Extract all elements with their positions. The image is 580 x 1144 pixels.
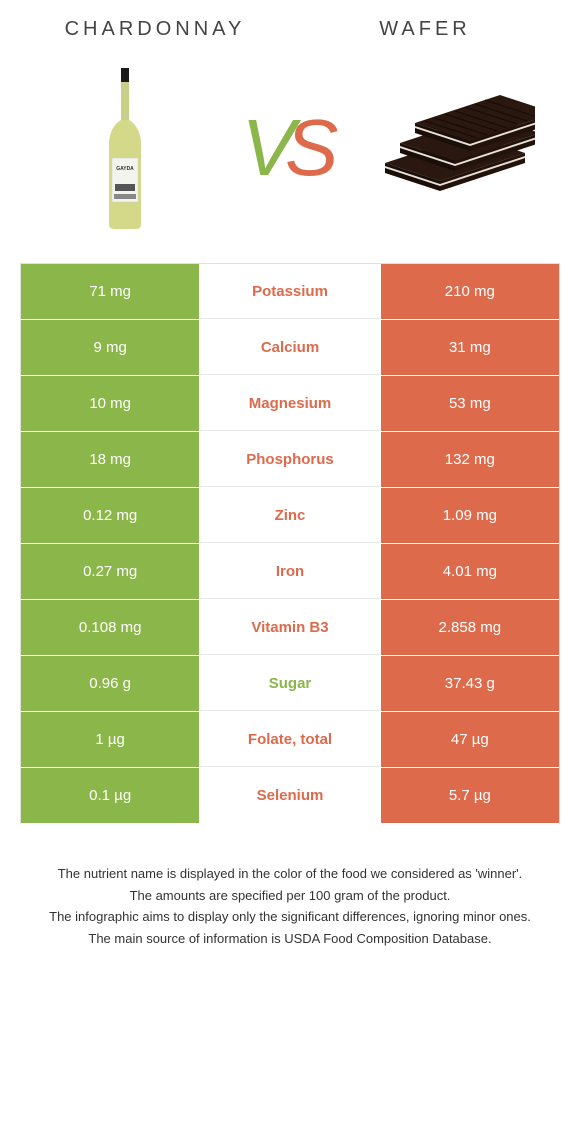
nutrient-label: Selenium [200,768,379,823]
value-right: 1.09 mg [380,488,559,543]
table-row: 10 mgMagnesium53 mg [21,376,559,432]
table-row: 0.96 gSugar37.43 g [21,656,559,712]
value-right: 210 mg [380,264,559,319]
value-left: 0.12 mg [21,488,200,543]
nutrient-label: Potassium [200,264,379,319]
value-right: 132 mg [380,432,559,487]
footer-line-3: The infographic aims to display only the… [40,907,540,927]
header-row: CHARDONNAY WAFER [0,0,580,53]
table-row: 1 µgFolate, total47 µg [21,712,559,768]
value-left: 71 mg [21,264,200,319]
vs-label: VS [230,102,350,194]
wine-bottle-icon: GAYDA [95,66,155,231]
table-row: 9 mgCalcium31 mg [21,320,559,376]
table-row: 0.1 µgSelenium5.7 µg [21,768,559,824]
nutrient-label: Zinc [200,488,379,543]
header-title-right: WAFER [290,10,560,53]
nutrient-label: Calcium [200,320,379,375]
wafer-icon [375,88,535,208]
value-left: 0.108 mg [21,600,200,655]
footer-line-2: The amounts are specified per 100 gram o… [40,886,540,906]
value-left: 1 µg [21,712,200,767]
value-left: 0.96 g [21,656,200,711]
value-right: 37.43 g [380,656,559,711]
value-left: 10 mg [21,376,200,431]
value-right: 47 µg [380,712,559,767]
footer-notes: The nutrient name is displayed in the co… [40,864,540,948]
value-left: 0.27 mg [21,544,200,599]
table-row: 0.27 mgIron4.01 mg [21,544,559,600]
value-left: 9 mg [21,320,200,375]
chardonnay-image: GAYDA [40,63,210,233]
value-right: 4.01 mg [380,544,559,599]
footer-line-4: The main source of information is USDA F… [40,929,540,949]
svg-text:GAYDA: GAYDA [116,166,134,172]
value-left: 18 mg [21,432,200,487]
wafer-image [370,63,540,233]
value-right: 5.7 µg [380,768,559,823]
table-row: 71 mgPotassium210 mg [21,264,559,320]
nutrient-label: Phosphorus [200,432,379,487]
vs-s-letter: S [285,102,338,194]
table-row: 0.108 mgVitamin B32.858 mg [21,600,559,656]
nutrient-label: Sugar [200,656,379,711]
table-row: 0.12 mgZinc1.09 mg [21,488,559,544]
value-left: 0.1 µg [21,768,200,823]
nutrient-label: Folate, total [200,712,379,767]
images-row: GAYDA VS [0,53,580,263]
nutrient-label: Iron [200,544,379,599]
nutrient-table: 71 mgPotassium210 mg9 mgCalcium31 mg10 m… [20,263,560,824]
value-right: 2.858 mg [380,600,559,655]
value-right: 31 mg [380,320,559,375]
footer-line-1: The nutrient name is displayed in the co… [40,864,540,884]
header-title-left: CHARDONNAY [20,10,290,53]
nutrient-label: Vitamin B3 [200,600,379,655]
nutrient-label: Magnesium [200,376,379,431]
table-row: 18 mgPhosphorus132 mg [21,432,559,488]
value-right: 53 mg [380,376,559,431]
